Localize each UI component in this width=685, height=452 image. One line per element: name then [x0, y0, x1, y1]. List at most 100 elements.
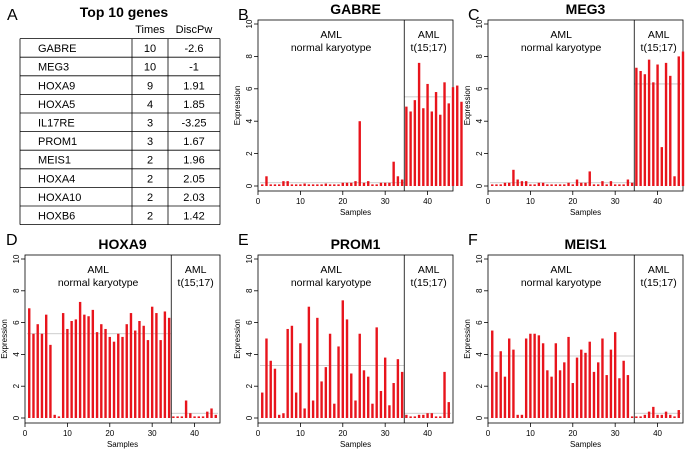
bar	[32, 333, 35, 418]
bar	[409, 111, 412, 186]
table-title: Top 10 genes	[80, 4, 169, 20]
bar	[269, 184, 272, 186]
bar	[571, 184, 574, 186]
bar	[142, 325, 145, 418]
y-tick-label: 4	[475, 352, 484, 357]
x-axis-label: Samples	[570, 440, 601, 449]
bar	[601, 338, 604, 418]
bar	[451, 87, 455, 186]
bar	[108, 336, 111, 418]
bar	[558, 370, 562, 418]
bar	[379, 390, 383, 418]
bar	[303, 408, 306, 418]
bar	[375, 327, 378, 418]
table-cell: MEIS1	[38, 155, 71, 167]
bar	[575, 357, 579, 418]
bar	[639, 416, 642, 418]
table-cell: 2.03	[183, 192, 204, 204]
bar	[503, 182, 507, 186]
bar	[622, 184, 625, 186]
bar	[396, 176, 400, 186]
bar	[265, 176, 268, 186]
bar	[597, 184, 600, 186]
bar	[409, 416, 412, 418]
x-tick-label: 0	[256, 197, 261, 206]
chart-title: GABRE	[330, 1, 381, 17]
bar	[383, 182, 387, 186]
bar	[558, 184, 562, 186]
bar	[66, 328, 69, 418]
bar	[358, 121, 361, 186]
bar	[405, 414, 408, 418]
bar	[443, 82, 446, 186]
bar	[392, 383, 395, 418]
bar	[643, 74, 647, 186]
bar	[129, 313, 133, 418]
bar	[44, 314, 48, 418]
bar	[664, 411, 668, 418]
bar	[520, 181, 524, 186]
bar	[320, 381, 323, 418]
bar	[537, 182, 541, 186]
group-label-t1517-2: t(15;17)	[411, 42, 447, 54]
bar	[367, 181, 370, 186]
y-axis-label: Expression	[0, 319, 9, 359]
bar	[311, 400, 315, 418]
group-label-t1517-2: t(15;17)	[178, 277, 214, 289]
table-cell: HOXA10	[38, 192, 81, 204]
bar	[575, 179, 579, 186]
table-cell: HOXA5	[38, 99, 75, 111]
bar	[417, 62, 421, 186]
bar	[307, 184, 311, 186]
bar	[53, 414, 56, 418]
bar	[184, 400, 188, 418]
bar	[189, 413, 192, 418]
bar	[286, 328, 289, 418]
table-cell: 10	[144, 62, 156, 74]
bar	[333, 403, 336, 418]
bar	[491, 330, 494, 418]
group-label-t1517-1: AML	[648, 264, 670, 276]
bar	[316, 184, 319, 186]
bar	[605, 184, 608, 186]
panel-label: F	[468, 232, 478, 249]
y-tick-label: 4	[245, 118, 254, 123]
x-tick-label: 20	[568, 197, 577, 206]
table-header-1: Times	[135, 24, 165, 36]
gene-table: Times DiscPw GABRE 10 -2.6 MEG3 10 -1 HOXA9 9 1.91…	[19, 24, 221, 226]
x-tick-label: 40	[423, 197, 432, 206]
table-cell: GABRE	[38, 43, 77, 55]
plot-frame	[24, 254, 221, 424]
bar	[660, 414, 664, 418]
bar	[529, 333, 532, 418]
x-tick-label: 0	[486, 197, 491, 206]
bar	[647, 411, 651, 418]
x-tick-label: 10	[296, 197, 305, 206]
bar	[588, 341, 591, 418]
bar	[155, 313, 158, 418]
bar	[299, 184, 302, 186]
bar	[371, 403, 374, 418]
bar	[443, 371, 446, 418]
bar	[430, 111, 434, 186]
x-tick-label: 30	[381, 197, 390, 206]
bar	[550, 376, 553, 418]
panel-label-a: A	[7, 7, 18, 24]
bar	[61, 313, 65, 418]
bar	[311, 184, 315, 186]
bar	[571, 383, 574, 418]
bar	[541, 343, 545, 418]
bar	[533, 333, 536, 418]
table-cell: -1	[189, 62, 199, 74]
y-tick-label: 10	[245, 254, 254, 263]
group-label-t1517-1: AML	[648, 29, 670, 41]
y-tick-label: 6	[12, 320, 21, 325]
bar	[507, 338, 511, 418]
bar	[512, 349, 515, 418]
y-tick-label: 2	[12, 383, 21, 388]
table-cell: HOXA9	[38, 80, 75, 92]
bar	[524, 338, 528, 418]
chart-title: PROM1	[331, 236, 381, 252]
chart-title: MEIS1	[564, 236, 606, 252]
group-label-normal-1: AML	[320, 264, 342, 276]
